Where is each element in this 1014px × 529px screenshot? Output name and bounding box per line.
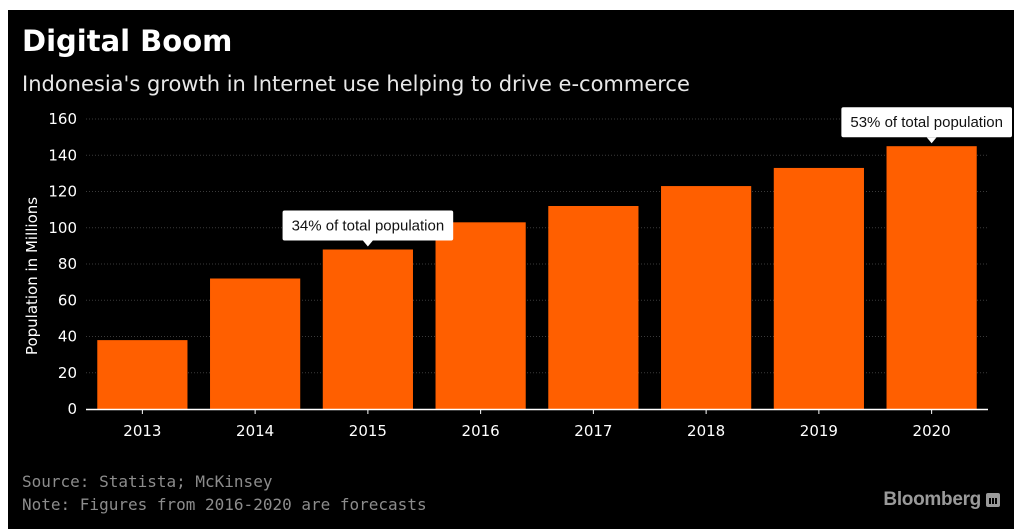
- brand-name: Bloomberg: [883, 489, 981, 510]
- y-axis-ticks: 0 20 40 60 80 100 120 140 160: [48, 110, 77, 418]
- y-tick-label: 160: [48, 110, 77, 128]
- annotation-callout: 34% of total population: [282, 210, 454, 247]
- annotation-pointer: [362, 240, 373, 247]
- y-tick-label: 120: [48, 183, 77, 201]
- source-note: Source: Statista; McKinsey: [22, 472, 273, 491]
- bar-2013: [97, 340, 188, 409]
- y-tick-label: 60: [58, 291, 77, 309]
- bloomberg-bar-icon: [986, 493, 1000, 507]
- annotation-pointer: [926, 137, 937, 144]
- x-tick-label: 2018: [687, 422, 725, 440]
- bar-2018: [661, 186, 752, 409]
- bar-2014: [210, 278, 301, 409]
- y-tick-label: 140: [48, 146, 77, 164]
- bar-2019: [773, 167, 864, 409]
- bar-2020: [886, 146, 977, 409]
- y-tick-label: 100: [48, 219, 77, 237]
- x-tick-label: 2016: [462, 422, 500, 440]
- x-tick-label: 2017: [574, 422, 612, 440]
- x-tick-label: 2019: [800, 422, 838, 440]
- bloomberg-logo: Bloomberg: [883, 489, 1000, 511]
- y-tick-label: 20: [58, 364, 77, 382]
- y-tick-label: 0: [67, 400, 77, 418]
- annotation-text: 34% of total population: [292, 218, 445, 235]
- annotation-box: [282, 210, 454, 241]
- annotation-text: 53% of total population: [850, 114, 1003, 131]
- x-tick-label: 2015: [349, 422, 387, 440]
- annotations: 34% of total population 53% of total popu…: [282, 107, 1012, 247]
- bar-2015: [322, 249, 413, 409]
- x-tick-label: 2014: [236, 422, 274, 440]
- x-tick-label: 2020: [913, 422, 951, 440]
- forecast-note: Note: Figures from 2016-2020 are forecas…: [22, 495, 427, 514]
- x-tick-label: 2013: [123, 422, 161, 440]
- x-axis-ticks: 2013 2014 2015 2016 2017 2018 2019 2020: [123, 409, 951, 440]
- annotation-callout: 53% of total population: [841, 107, 1012, 144]
- bars: [97, 146, 977, 409]
- y-axis-label: Population in Millions: [23, 197, 41, 355]
- y-tick-label: 40: [58, 328, 77, 346]
- chart-subtitle: Indonesia's growth in Internet use helpi…: [22, 72, 690, 96]
- y-tick-label: 80: [58, 255, 77, 273]
- bar-2016: [435, 222, 526, 409]
- chart-title: Digital Boom: [22, 24, 233, 58]
- annotation-box: [841, 107, 1012, 138]
- bar-chart: 0 20 40 60 80 100 120 140 160 Population in Mill…: [23, 107, 1012, 440]
- bar-2017: [548, 206, 639, 409]
